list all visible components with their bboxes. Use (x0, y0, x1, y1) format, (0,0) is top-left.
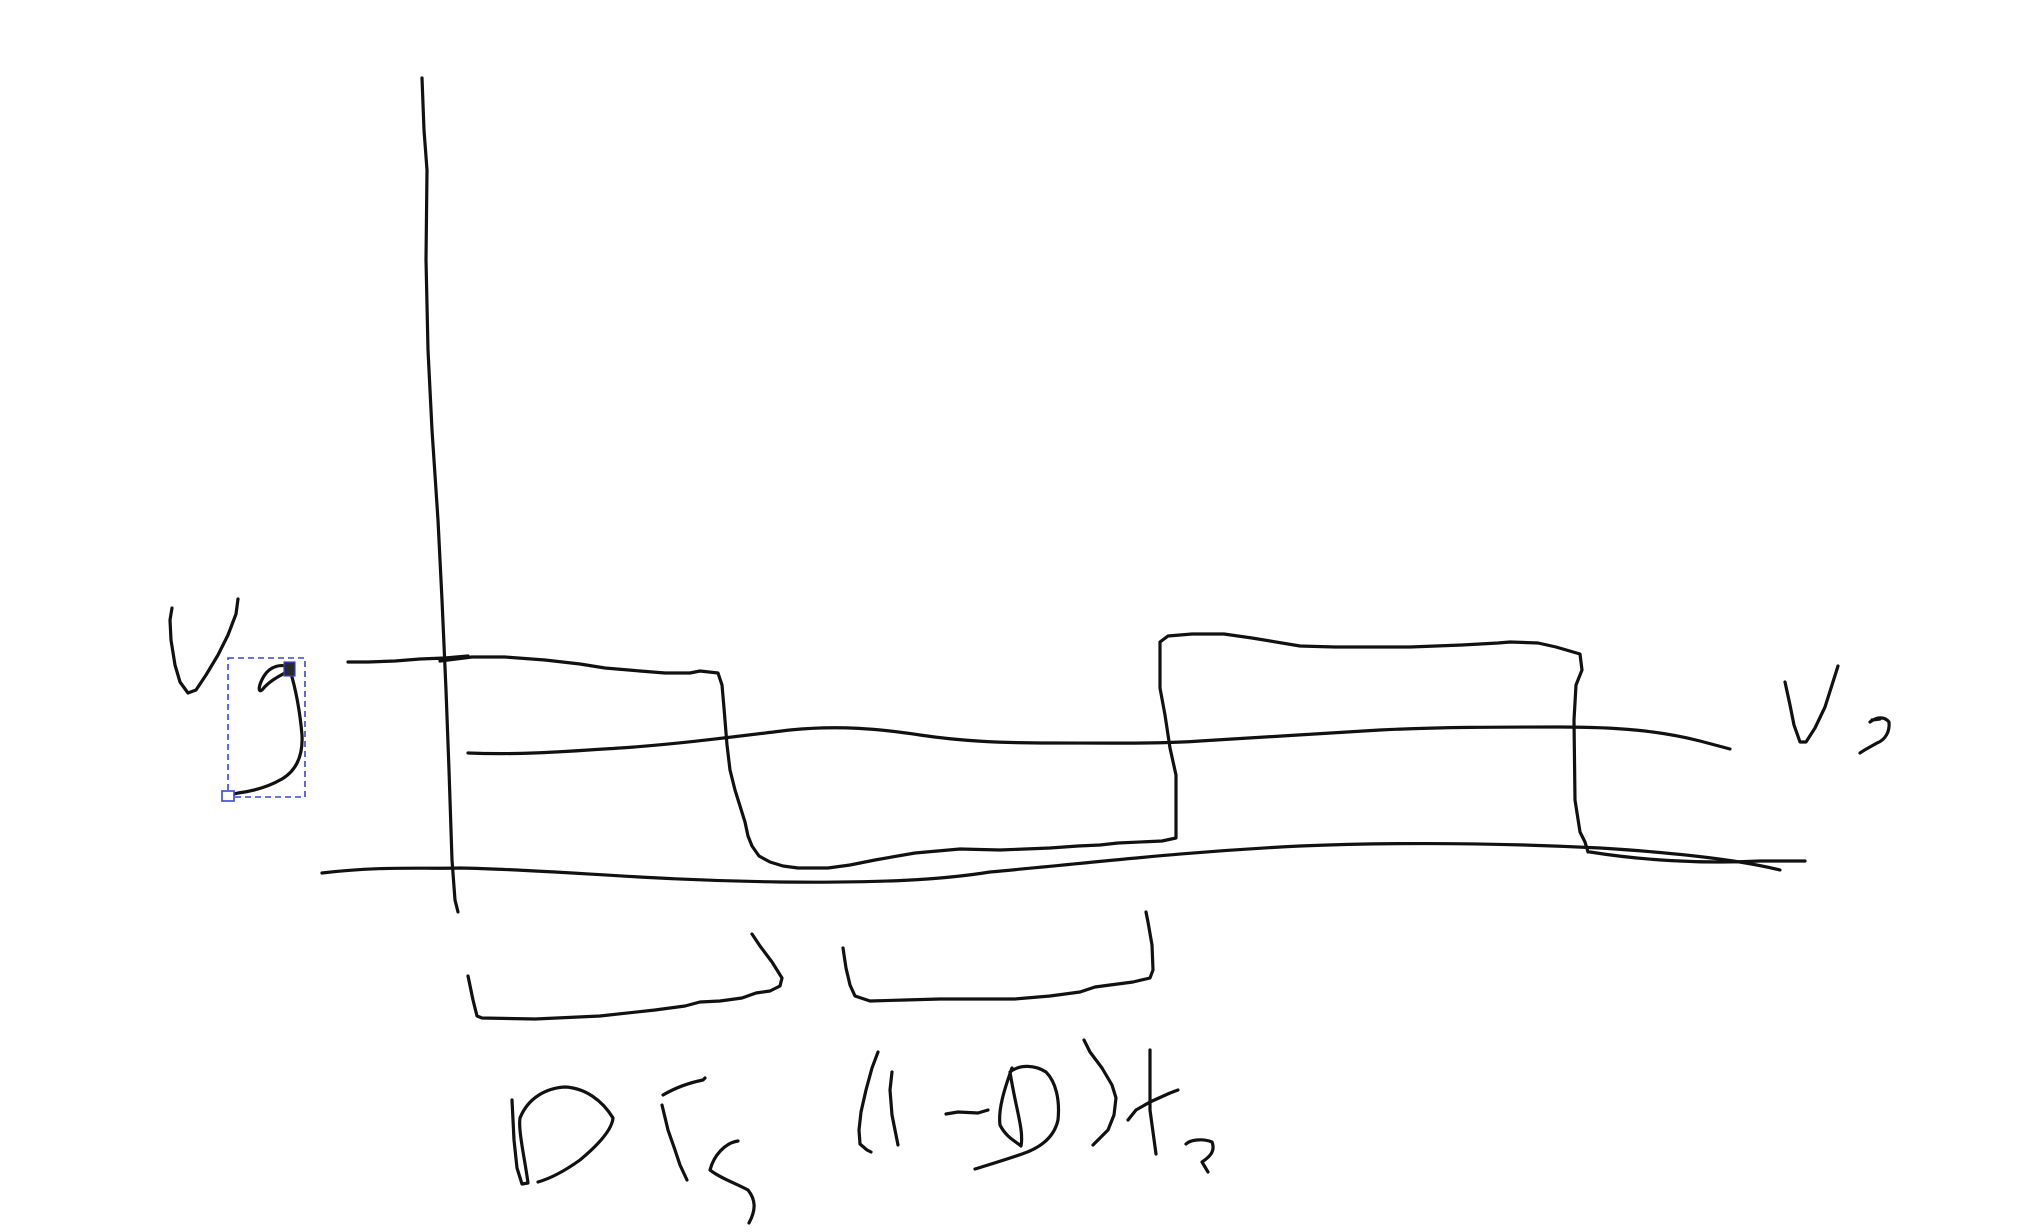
output-voltage-text: Vo (1790, 711, 1814, 735)
handwritten-minus-stroke (944, 1108, 990, 1116)
handwritten-Vo-o-stroke (1858, 716, 1891, 755)
handwritten-T-stroke (660, 1076, 707, 1182)
handwritten-open-paren-stroke (857, 1050, 880, 1154)
handwritten-V-stroke (168, 597, 240, 695)
handwritten-g-stroke[interactable] (228, 664, 304, 797)
handwritten-Vo-v-stroke (1783, 664, 1840, 744)
resize-handle-top-right[interactable] (283, 661, 296, 677)
output-voltage-label[interactable]: Vo (1783, 664, 1891, 755)
resize-handle-bottom-left[interactable] (221, 790, 235, 802)
handwritten-D-small-stroke (973, 1064, 1061, 1171)
on-interval-bracket-stroke[interactable] (466, 932, 784, 1021)
on-interval-text: DTs (520, 1131, 555, 1155)
output-voltage-line-stroke[interactable] (466, 725, 1732, 756)
vertical-axis-stroke[interactable] (420, 76, 460, 914)
off-interval-label[interactable]: (1-D)Ts (857, 1038, 1215, 1174)
baseline-extension-stroke[interactable] (1588, 850, 1807, 864)
switching-waveform-stroke[interactable] (346, 632, 1590, 870)
on-interval-label[interactable]: DTs (510, 1076, 756, 1225)
off-interval-bracket-stroke[interactable] (841, 910, 1155, 1003)
handwritten-close-paren-stroke (1082, 1038, 1118, 1147)
handwritten-s-small-stroke (1184, 1138, 1215, 1174)
off-interval-text: (1-D)Ts (900, 1131, 970, 1155)
input-voltage-text: Vg (200, 681, 226, 705)
handwritten-D-stroke (510, 1085, 615, 1186)
handwritten-one-stroke (888, 1070, 900, 1147)
handwritten-t-stroke (1126, 1048, 1180, 1156)
selection-outline (227, 657, 306, 798)
input-voltage-label[interactable]: Vg (168, 597, 304, 797)
handwritten-s-stroke (708, 1139, 756, 1225)
stroke-selection-box[interactable] (221, 657, 306, 802)
